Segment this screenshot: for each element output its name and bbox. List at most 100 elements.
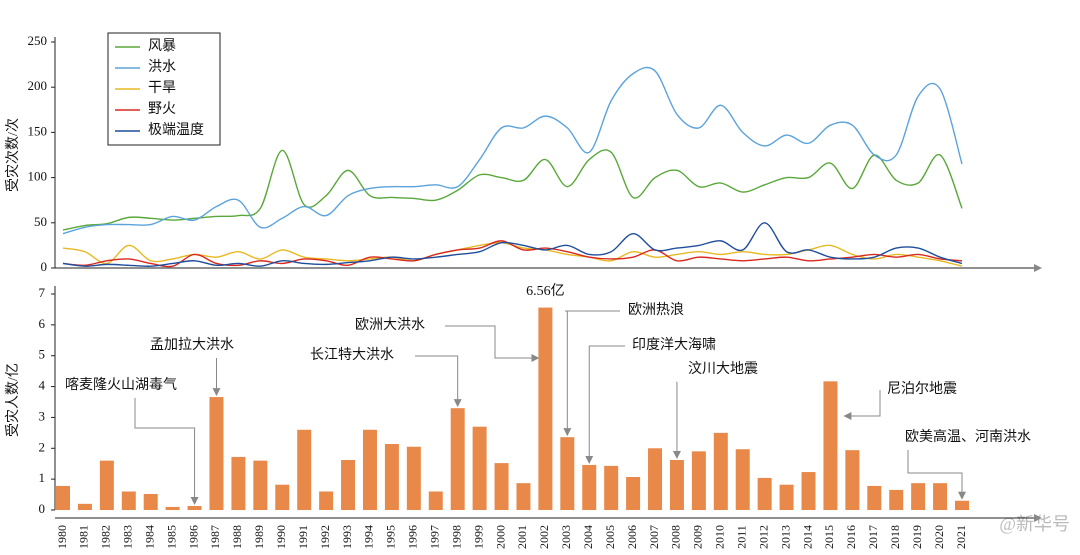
y-tick-label: 4 bbox=[39, 378, 46, 393]
y-tick-label: 1 bbox=[39, 470, 46, 485]
bar bbox=[428, 491, 443, 510]
bar bbox=[77, 503, 92, 510]
x-tick-label: 2005 bbox=[603, 525, 617, 549]
bar bbox=[143, 493, 158, 510]
x-tick-label: 2013 bbox=[778, 525, 792, 549]
y-tick-label: 3 bbox=[39, 408, 46, 423]
line-series bbox=[62, 222, 963, 267]
y-axis-label: 受灾人数/亿 bbox=[4, 363, 21, 437]
bar bbox=[845, 450, 860, 510]
x-tick-label: 1981 bbox=[77, 525, 91, 549]
x-tick-label: 1980 bbox=[55, 525, 69, 549]
y-tick-label: 50 bbox=[34, 214, 47, 229]
bar bbox=[691, 451, 706, 510]
x-tick-label: 1996 bbox=[406, 525, 420, 549]
annotation: 孟加拉大洪水 bbox=[150, 337, 234, 353]
line-series bbox=[62, 240, 963, 268]
x-tick-label: 1985 bbox=[164, 525, 178, 549]
legend-label: 干旱 bbox=[148, 81, 176, 96]
bar bbox=[823, 381, 838, 510]
bar bbox=[319, 491, 334, 510]
x-tick-label: 2003 bbox=[559, 525, 573, 549]
bar bbox=[362, 429, 377, 510]
bar bbox=[933, 483, 948, 510]
annotation: 汶川大地震 bbox=[688, 360, 758, 377]
y-tick-label: 100 bbox=[28, 169, 48, 184]
line-series bbox=[62, 149, 963, 231]
x-tick-label: 2009 bbox=[691, 525, 705, 549]
bar bbox=[406, 446, 421, 510]
x-tick-label: 1982 bbox=[99, 525, 113, 549]
x-tick-label: 2015 bbox=[822, 525, 836, 549]
annotation: 喀麦隆火山湖毒气 bbox=[65, 377, 177, 393]
x-tick-label: 2018 bbox=[888, 525, 902, 549]
bar bbox=[735, 449, 750, 510]
y-tick-label: 0 bbox=[39, 501, 46, 516]
bar bbox=[231, 456, 246, 510]
bar bbox=[165, 506, 180, 510]
x-tick-label: 2021 bbox=[954, 525, 968, 549]
x-tick-label: 1987 bbox=[208, 525, 222, 549]
bar bbox=[121, 491, 136, 510]
bar bbox=[472, 426, 487, 510]
bar bbox=[384, 443, 399, 510]
x-tick-label: 2002 bbox=[537, 525, 551, 549]
leader-line bbox=[134, 398, 199, 505]
y-tick-label: 150 bbox=[28, 123, 48, 138]
x-tick-label: 1983 bbox=[121, 525, 135, 549]
x-tick-label: 2011 bbox=[734, 525, 748, 549]
y-tick-label: 6 bbox=[39, 316, 46, 331]
leader-line bbox=[585, 345, 625, 464]
x-tick-label: 1990 bbox=[274, 525, 288, 549]
bar bbox=[187, 505, 202, 510]
annotation: 欧洲热浪 bbox=[628, 302, 684, 318]
x-tick-label: 1992 bbox=[318, 525, 332, 549]
bar bbox=[275, 484, 290, 510]
bar bbox=[713, 432, 728, 510]
x-tick-label: 2010 bbox=[713, 525, 727, 549]
y-tick-label: 250 bbox=[28, 33, 48, 48]
x-tick-label: 1998 bbox=[449, 525, 463, 549]
x-tick-label: 1995 bbox=[384, 525, 398, 549]
annotation: 欧美高温、河南洪水 bbox=[905, 428, 1031, 445]
x-tick-label: 2017 bbox=[866, 525, 880, 549]
x-tick-label: 2014 bbox=[800, 525, 814, 549]
bar bbox=[494, 463, 509, 510]
x-tick-label: 2006 bbox=[625, 525, 639, 549]
bar bbox=[538, 307, 553, 510]
legend-label: 风暴 bbox=[148, 39, 176, 54]
bar bbox=[626, 476, 641, 510]
x-tick-label: 2012 bbox=[756, 525, 770, 549]
watermark: @新华号 bbox=[999, 514, 1070, 534]
bar bbox=[560, 437, 575, 510]
bar bbox=[889, 489, 904, 510]
legend-label: 野火 bbox=[148, 101, 176, 117]
legend-label: 极端温度 bbox=[148, 122, 204, 138]
x-tick-label: 1994 bbox=[362, 525, 376, 549]
x-tick-label: 1984 bbox=[142, 525, 156, 549]
x-tick-label: 1989 bbox=[252, 525, 266, 549]
leader-line bbox=[415, 355, 462, 408]
x-tick-label: 1991 bbox=[296, 525, 310, 549]
bar bbox=[801, 472, 816, 510]
bar bbox=[911, 483, 926, 510]
x-tick-label: 1986 bbox=[186, 525, 200, 549]
leader-line bbox=[445, 325, 540, 362]
leader-line bbox=[843, 390, 881, 420]
y-tick-label: 0 bbox=[41, 259, 48, 274]
x-tick-label: 2019 bbox=[910, 525, 924, 549]
y-tick-label: 5 bbox=[39, 347, 46, 362]
x-tick-label: 2020 bbox=[932, 525, 946, 549]
bar bbox=[669, 460, 684, 510]
bar bbox=[297, 429, 312, 510]
y-tick-label: 7 bbox=[39, 285, 46, 300]
annotation: 长江特大洪水 bbox=[310, 347, 394, 363]
bar bbox=[955, 500, 969, 510]
bar bbox=[757, 477, 772, 510]
x-tick-label: 2016 bbox=[844, 525, 858, 549]
y-tick-label: 200 bbox=[28, 78, 48, 93]
bar bbox=[779, 484, 794, 510]
x-tick-label: 1999 bbox=[471, 525, 485, 549]
